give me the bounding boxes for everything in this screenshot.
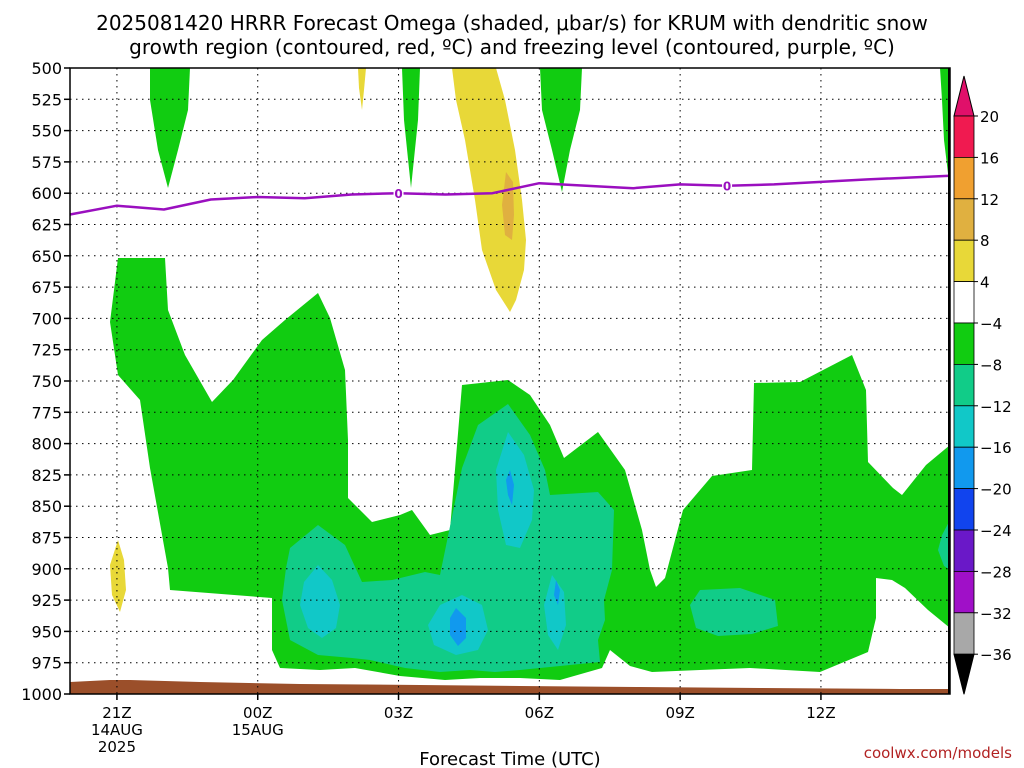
freezing-level-label: 0	[723, 180, 731, 194]
colorbar-label: 8	[980, 232, 990, 250]
colorbar-swatch	[953, 405, 975, 448]
y-tick-label: 825	[31, 466, 62, 485]
freezing-level-contour: 00	[69, 174, 951, 216]
colorbar-label: −4	[980, 315, 1002, 333]
y-tick-label: 575	[31, 153, 62, 172]
freezing-label-bg	[722, 178, 733, 192]
colorbar-swatch	[953, 156, 975, 200]
omega-region-cyan-4	[544, 575, 566, 650]
colorbar-swatch	[953, 322, 975, 365]
x-tick-label: 12Z	[806, 704, 835, 722]
omega-region-blue-2	[450, 608, 466, 646]
colorbar-bottom-arrow	[953, 653, 975, 695]
x-tick-label: 00Z	[243, 704, 272, 722]
colorbar-label: 4	[980, 274, 990, 292]
x-axis-title: Forecast Time (UTC)	[419, 749, 600, 768]
colorbar-label: −20	[980, 481, 1012, 499]
y-tick-label: 675	[31, 278, 62, 297]
y-tick-label: 925	[31, 591, 62, 610]
x-tick-date: 14AUG	[91, 721, 143, 739]
colorbar-label: −24	[980, 522, 1012, 540]
y-tick-label: 625	[31, 216, 62, 235]
y-tick-label: 800	[31, 435, 62, 454]
y-tick-label: 725	[31, 341, 62, 360]
y-tick-label: 525	[31, 90, 62, 109]
colorbar-label: −8	[980, 356, 1002, 374]
credit-text: coolwx.com/models	[864, 744, 1012, 762]
title-line-1: 2025081420 HRRR Forecast Omega (shaded, …	[96, 11, 928, 35]
y-tick-label: 550	[31, 122, 62, 141]
colorbar-swatch	[953, 363, 975, 407]
colorbar: 20 16 12 8 4 −4 −8 −12 −16 −20 −24 −28 −32 −36	[953, 75, 1012, 695]
omega-region-cyan-2	[496, 432, 534, 548]
omega-region-blue-1	[506, 470, 514, 505]
y-tick-label: 850	[31, 497, 62, 516]
freezing-label-bg	[393, 186, 404, 200]
colorbar-label: −28	[980, 563, 1012, 581]
y-tick-label: 775	[31, 403, 62, 422]
colorbar-label: 12	[980, 191, 999, 209]
omega-region-yellow-plume	[452, 68, 526, 312]
y-tick-label: 500	[31, 59, 62, 78]
omega-region-green-upper-4	[940, 68, 950, 190]
x-tick-label: 09Z	[665, 704, 694, 722]
colorbar-label: 20	[980, 108, 999, 126]
omega-region-green-upper-2	[402, 68, 420, 188]
x-tick-label: 03Z	[384, 704, 413, 722]
colorbar-top-arrow	[953, 75, 975, 117]
y-tick-label: 975	[31, 654, 62, 673]
colorbar-swatch	[953, 612, 975, 655]
omega-region-yellow-low	[110, 540, 126, 612]
colorbar-swatch	[953, 198, 975, 241]
omega-shading	[70, 68, 950, 694]
colorbar-swatch	[953, 446, 975, 490]
colorbar-swatch	[953, 239, 975, 282]
colorbar-swatch	[953, 488, 975, 531]
y-axis: 500 525 550 575 600 625 650 675 700 725 750 775 800 8…	[21, 59, 70, 704]
y-tick-label: 950	[31, 622, 62, 641]
omega-region-yellow-sliver	[358, 68, 366, 110]
colorbar-swatch	[953, 281, 975, 324]
colorbar-label: 16	[980, 149, 999, 167]
grid-lines	[70, 68, 950, 694]
y-tick-label: 750	[31, 372, 62, 391]
y-tick-label: 1000	[21, 685, 62, 704]
x-tick-label: 06Z	[525, 704, 554, 722]
y-tick-label: 875	[31, 529, 62, 548]
y-tick-label: 650	[31, 247, 62, 266]
y-tick-label: 700	[31, 309, 62, 328]
colorbar-label: −16	[980, 439, 1012, 457]
title-line-2: growth region (contoured, red, ºC) and f…	[129, 35, 895, 59]
omega-region-blue-3	[554, 580, 560, 605]
x-tick-year: 2025	[98, 738, 136, 756]
freezing-level-line	[69, 174, 951, 216]
omega-region-cyan-1	[300, 565, 340, 638]
colorbar-swatch	[953, 529, 975, 572]
colorbar-label: −32	[980, 605, 1012, 623]
omega-region-teal-edge	[938, 520, 950, 570]
terrain-ground	[70, 680, 950, 694]
freezing-level-label: 0	[394, 187, 402, 201]
y-tick-label: 900	[31, 560, 62, 579]
colorbar-label: −12	[980, 398, 1012, 416]
colorbar-swatch	[953, 571, 975, 614]
colorbar-label: −36	[980, 646, 1012, 664]
omega-region-green-upper-1	[150, 68, 190, 188]
colorbar-swatch	[953, 115, 975, 158]
x-tick-label: 21Z	[102, 704, 131, 722]
y-tick-label: 600	[31, 184, 62, 203]
x-tick-date: 15AUG	[232, 721, 284, 739]
